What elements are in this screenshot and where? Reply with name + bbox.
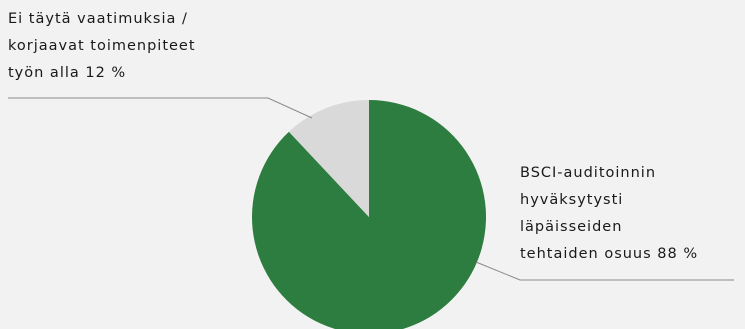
slice-label-line: hyväksytysti [520, 192, 623, 208]
slice-label-compliant: BSCI-auditoinnin hyväksytysti läpäisseid… [520, 165, 698, 262]
pie-slices [252, 100, 486, 329]
slice-label-line: läpäisseiden [520, 219, 622, 235]
slice-label-line: BSCI-auditoinnin [520, 165, 656, 181]
pie-slice-noncompliant [288, 100, 369, 217]
leader-line-noncompliant [8, 97, 313, 119]
slice-label-line: työn alla 12 % [8, 65, 126, 81]
pie-slice-compliant [252, 100, 486, 329]
slice-label-line: korjaavat toimenpiteet [8, 38, 196, 54]
slice-label-line: Ei täytä vaatimuksia / [8, 11, 188, 27]
leader-line-compliant [475, 261, 734, 281]
slice-label-noncompliant: Ei täytä vaatimuksia / korjaavat toimenp… [8, 11, 201, 81]
slice-label-line: tehtaiden osuus 88 % [520, 246, 698, 262]
